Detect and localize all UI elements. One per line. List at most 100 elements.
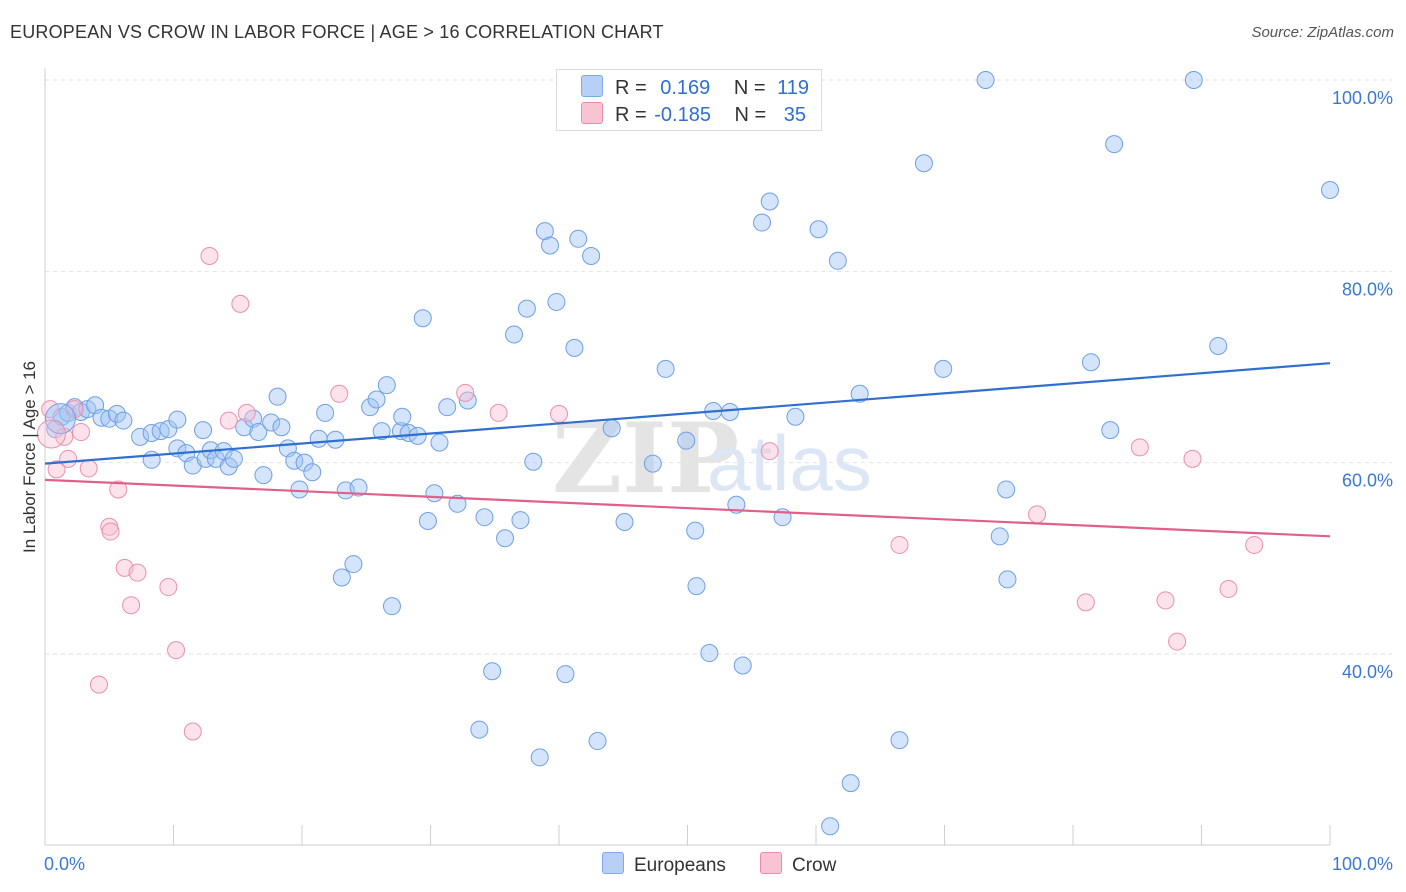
data-point-europeans	[582, 247, 601, 266]
data-point-europeans	[295, 453, 314, 472]
data-point-europeans	[1081, 353, 1100, 372]
data-point-europeans	[131, 427, 150, 446]
data-point-europeans	[418, 512, 437, 531]
data-point-europeans	[367, 390, 386, 409]
data-point-europeans	[556, 665, 575, 684]
data-point-europeans	[841, 774, 860, 793]
y-tick-label: 80.0%	[1342, 279, 1393, 299]
data-point-europeans	[733, 656, 752, 675]
data-point-crow	[183, 722, 202, 741]
data-point-europeans	[44, 403, 76, 435]
data-point-crow	[231, 294, 250, 313]
data-point-europeans	[159, 420, 178, 439]
data-point-europeans	[151, 422, 170, 441]
data-point-europeans	[850, 384, 869, 403]
y-tick-label: 40.0%	[1342, 662, 1393, 682]
data-point-europeans	[809, 220, 828, 239]
legend-n-label: N =	[734, 104, 767, 126]
series-legend-europeans: Europeans	[602, 852, 726, 877]
data-point-europeans	[511, 511, 530, 530]
data-point-europeans	[588, 732, 607, 751]
series-legend-crow: Crow	[760, 852, 836, 877]
trend-lines	[44, 362, 1331, 538]
legend-swatch-crow	[581, 102, 603, 124]
data-point-europeans	[890, 731, 909, 750]
data-point-europeans	[224, 449, 243, 468]
data-point-crow	[1219, 579, 1238, 598]
data-point-europeans	[470, 720, 489, 739]
data-point-europeans	[541, 236, 560, 255]
x-tick-label: 100.0%	[1332, 854, 1393, 874]
axes	[44, 68, 1331, 846]
data-point-europeans	[998, 570, 1017, 589]
data-point-crow	[79, 459, 98, 478]
data-point-europeans	[990, 527, 1009, 546]
data-point-europeans	[753, 213, 772, 232]
data-point-crow	[1245, 535, 1264, 554]
data-point-europeans	[425, 484, 444, 503]
data-point-crow	[890, 535, 909, 554]
data-point-europeans	[976, 71, 995, 89]
data-point-europeans	[547, 292, 566, 311]
data-point-europeans	[677, 431, 696, 450]
data-point-crow	[109, 480, 128, 499]
gridlines	[45, 79, 1392, 655]
data-point-europeans	[1209, 336, 1228, 355]
data-point-crow	[101, 522, 120, 541]
data-point-europeans	[686, 521, 705, 540]
series-swatch-europeans	[602, 852, 624, 874]
trend-line-europeans	[44, 362, 1331, 465]
data-point-europeans	[602, 419, 621, 438]
data-point-crow	[550, 404, 568, 423]
data-point-crow	[1183, 449, 1202, 468]
data-point-europeans	[615, 512, 634, 531]
data-point-europeans	[524, 452, 543, 471]
data-point-crow	[36, 419, 66, 449]
data-point-europeans	[720, 402, 739, 421]
legend-n-value-crow: 35	[783, 104, 807, 126]
data-point-europeans	[914, 154, 933, 173]
data-point-crow	[1156, 591, 1175, 610]
data-point-europeans	[107, 404, 126, 423]
data-point-europeans	[361, 398, 380, 417]
y-axis-label: In Labor Force | Age > 16	[20, 361, 39, 553]
legend-swatch-europeans	[581, 75, 603, 97]
legend-n-value-europeans: 119	[777, 77, 810, 99]
data-point-europeans	[382, 597, 401, 616]
data-point-europeans	[249, 423, 268, 442]
data-point-europeans	[194, 421, 213, 440]
data-point-europeans	[656, 359, 675, 378]
data-point-europeans	[517, 299, 536, 318]
data-point-europeans	[565, 338, 584, 357]
y-tick-label: 100.0%	[1332, 88, 1393, 108]
data-point-europeans	[349, 478, 368, 497]
legend-r-label: R =	[615, 77, 647, 99]
data-point-europeans	[254, 466, 273, 485]
data-point-europeans	[332, 568, 351, 587]
series-swatch-crow	[760, 852, 782, 874]
data-point-crow	[71, 423, 90, 442]
data-point-europeans	[268, 387, 287, 406]
data-point-europeans	[114, 411, 133, 430]
data-point-crow	[200, 247, 219, 266]
data-point-europeans	[377, 376, 396, 395]
data-point-europeans	[344, 555, 363, 574]
data-point-europeans	[92, 408, 111, 427]
data-point-europeans	[393, 407, 412, 426]
source-label: Source: ZipAtlas.com	[1251, 24, 1394, 41]
stats-legend: R = 0.169 N = 119 R = -0.185 N = 35	[556, 69, 822, 131]
data-point-europeans	[309, 429, 328, 448]
data-point-crow	[47, 460, 66, 479]
data-point-crow	[237, 403, 256, 422]
data-point-europeans	[168, 410, 187, 429]
data-point-europeans	[290, 480, 309, 499]
trend-line-crow	[44, 478, 1331, 538]
data-point-crow	[1076, 593, 1095, 612]
legend-r-label: R =	[615, 104, 647, 126]
data-point-europeans	[643, 454, 662, 473]
data-point-crow	[128, 563, 147, 582]
data-point-europeans	[496, 529, 515, 548]
data-point-europeans	[1184, 71, 1203, 89]
data-point-crow	[89, 675, 108, 694]
